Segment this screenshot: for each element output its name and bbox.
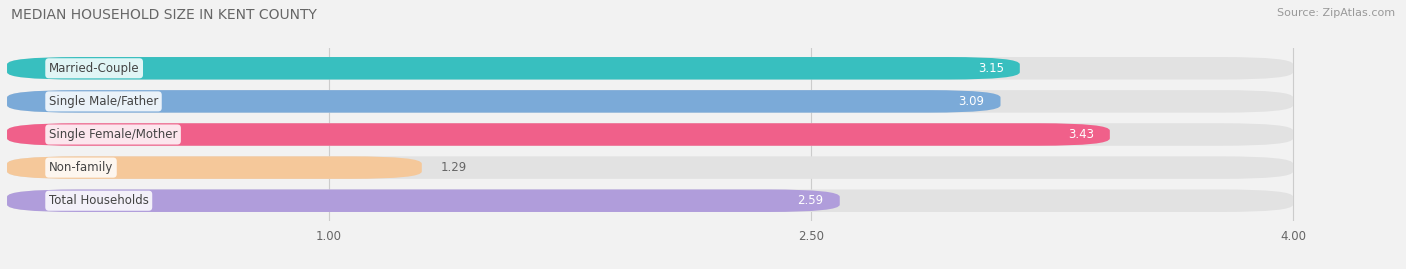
FancyBboxPatch shape	[7, 90, 1001, 113]
FancyBboxPatch shape	[7, 189, 839, 212]
FancyBboxPatch shape	[7, 156, 422, 179]
Text: 3.43: 3.43	[1067, 128, 1094, 141]
FancyBboxPatch shape	[7, 57, 1019, 80]
FancyBboxPatch shape	[7, 123, 1109, 146]
Text: Single Male/Father: Single Male/Father	[49, 95, 159, 108]
FancyBboxPatch shape	[7, 90, 1294, 113]
Text: Total Households: Total Households	[49, 194, 149, 207]
Text: 1.29: 1.29	[441, 161, 467, 174]
FancyBboxPatch shape	[7, 156, 1294, 179]
Text: Source: ZipAtlas.com: Source: ZipAtlas.com	[1277, 8, 1395, 18]
Text: 3.09: 3.09	[959, 95, 984, 108]
FancyBboxPatch shape	[7, 123, 1294, 146]
Text: Non-family: Non-family	[49, 161, 114, 174]
Text: MEDIAN HOUSEHOLD SIZE IN KENT COUNTY: MEDIAN HOUSEHOLD SIZE IN KENT COUNTY	[11, 8, 318, 22]
Text: 3.15: 3.15	[977, 62, 1004, 75]
Text: 2.59: 2.59	[797, 194, 824, 207]
Text: Married-Couple: Married-Couple	[49, 62, 139, 75]
FancyBboxPatch shape	[7, 57, 1294, 80]
FancyBboxPatch shape	[7, 189, 1294, 212]
Text: Single Female/Mother: Single Female/Mother	[49, 128, 177, 141]
